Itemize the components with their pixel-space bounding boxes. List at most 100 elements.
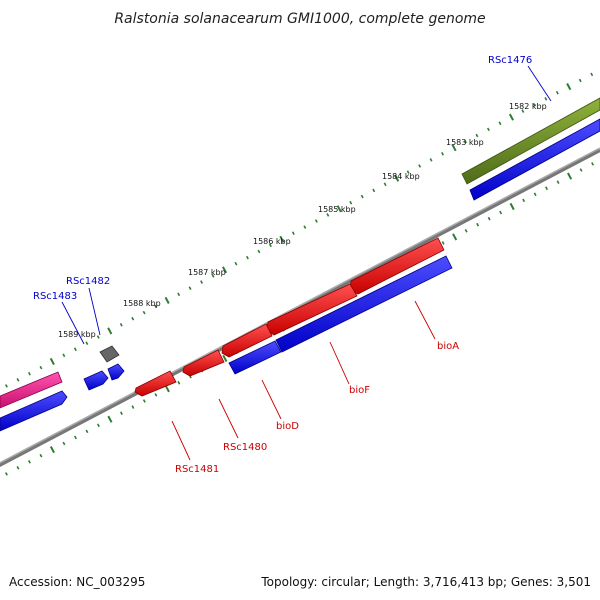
major-tick	[49, 446, 55, 454]
minor-tick	[268, 243, 272, 248]
leader-line	[171, 420, 191, 461]
gene-gray-cds[interactable]	[99, 345, 120, 363]
topology-summary-text: Topology: circular; Length: 3,716,413 bp…	[260, 575, 591, 589]
tick-label: 1586 kbp	[253, 237, 291, 246]
major-tick	[452, 233, 458, 241]
gene-label-rsc1476[interactable]: RSc1476	[488, 55, 532, 66]
gene-rsc1483-cds[interactable]	[83, 370, 109, 391]
minor-tick	[429, 158, 433, 162]
gene-biod-cds[interactable]	[221, 323, 273, 358]
major-tick	[279, 235, 285, 243]
minor-tick	[418, 164, 422, 168]
major-tick	[451, 144, 457, 152]
minor-tick	[4, 472, 8, 476]
tick-label: 1585 kbp	[318, 205, 356, 214]
minor-tick	[62, 441, 66, 446]
minor-tick	[545, 186, 549, 191]
genome-backbone-highlight	[0, 147, 600, 464]
minor-tick	[579, 168, 583, 172]
minor-tick	[533, 192, 537, 197]
gene-reverse-blue-long[interactable]	[275, 255, 453, 353]
minor-tick	[142, 399, 146, 403]
minor-tick	[73, 435, 77, 440]
minor-tick	[291, 231, 295, 235]
minor-tick	[119, 323, 123, 327]
label-leaders	[61, 65, 552, 461]
minor-tick	[154, 304, 158, 309]
gene-rsc1480-cds[interactable]	[182, 349, 225, 377]
gene-rsc1476-cds[interactable]	[461, 97, 600, 185]
gene-reverse-blue-short[interactable]	[228, 340, 282, 375]
gene-forward-blue-2[interactable]	[0, 390, 68, 432]
gene-pink-cds[interactable]	[0, 371, 63, 409]
leader-line	[414, 300, 436, 340]
major-tick	[107, 327, 113, 335]
leader-line	[218, 398, 239, 439]
tick-label: 1589 kbp	[58, 330, 96, 339]
gene-labels: RSc1476 RSc1482 RSc1483 bioA bioF bioD R…	[33, 55, 532, 475]
minor-tick	[39, 453, 43, 458]
gene-label-rsc1480[interactable]: RSc1480	[223, 442, 267, 453]
minor-tick	[119, 411, 123, 415]
minor-tick	[521, 109, 525, 113]
minor-tick	[499, 210, 503, 215]
gene-label-rsc1482[interactable]: RSc1482	[66, 276, 110, 287]
minor-tick	[131, 405, 135, 409]
minor-tick	[532, 103, 536, 107]
minor-tick	[360, 194, 364, 199]
minor-tick	[555, 90, 559, 95]
major-tick	[394, 174, 400, 182]
minor-tick	[326, 213, 330, 217]
leader-line	[61, 301, 85, 345]
minor-tick	[177, 380, 181, 385]
gene-forward-blue-1[interactable]	[469, 118, 600, 201]
minor-tick	[522, 198, 526, 203]
minor-tick	[475, 133, 479, 138]
major-tick	[567, 172, 573, 180]
tick-label: 1583 kbp	[446, 138, 484, 147]
minor-tick	[16, 378, 20, 382]
gene-label-rsc1481[interactable]: RSc1481	[175, 464, 219, 475]
major-tick	[336, 205, 342, 213]
minor-tick	[234, 261, 238, 266]
minor-tick	[349, 200, 353, 205]
gene-label-bioa[interactable]: bioA	[437, 341, 459, 352]
minor-tick	[372, 188, 376, 193]
reverse-genes	[134, 237, 453, 397]
gene-label-rsc1483[interactable]: RSc1483	[33, 291, 77, 302]
minor-tick	[154, 393, 158, 397]
gene-rsc1481-cds[interactable]	[134, 370, 177, 397]
major-tick	[508, 113, 514, 121]
minor-tick	[39, 365, 43, 370]
leader-line	[527, 65, 552, 102]
minor-tick	[257, 249, 261, 254]
tick-labels: 1582 kbp 1583 kbp 1584 kbp 1585 kbp 1586…	[58, 102, 547, 339]
minor-tick	[73, 347, 77, 352]
gene-label-biof[interactable]: bioF	[349, 385, 370, 396]
minor-tick	[85, 429, 89, 434]
minor-tick	[464, 229, 468, 233]
minor-tick	[441, 241, 445, 245]
minor-tick	[245, 255, 249, 260]
minor-tick	[131, 316, 135, 321]
minor-tick	[200, 280, 204, 284]
accession-text: Accession: NC_003295	[9, 575, 145, 589]
minor-tick	[27, 371, 31, 376]
tick-label: 1588 kbp	[123, 299, 161, 308]
minor-tick	[85, 341, 89, 345]
minor-tick	[96, 423, 100, 428]
gene-label-biod[interactable]: bioD	[276, 421, 299, 432]
tick-label: 1582 kbp	[509, 102, 547, 111]
minor-tick	[441, 152, 445, 156]
major-tick	[49, 357, 55, 366]
gene-rsc1482-cds[interactable]	[107, 363, 125, 381]
minor-tick	[498, 121, 502, 126]
minor-tick	[476, 222, 480, 227]
minor-tick	[16, 466, 20, 470]
minor-tick	[142, 310, 146, 315]
major-tick	[164, 385, 170, 393]
minor-tick	[487, 216, 491, 221]
minor-tick	[406, 170, 410, 174]
forward-genes	[0, 97, 600, 432]
